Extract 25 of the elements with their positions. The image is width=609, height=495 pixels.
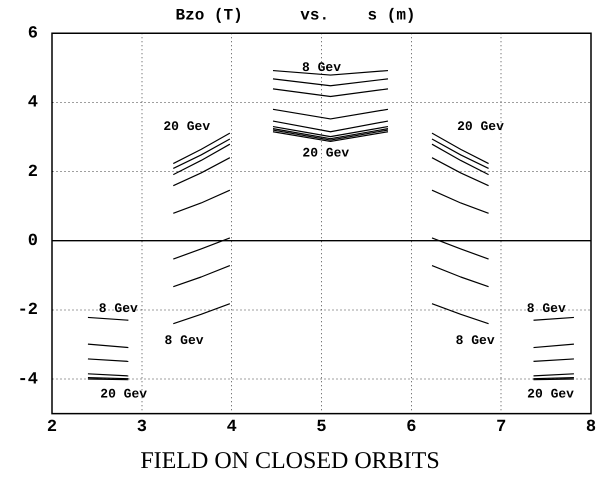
text: FIELD ON CLOSED ORBITS [139, 448, 441, 475]
x-tick-label: 5 [316, 418, 327, 438]
x-tick-label: 8 [586, 418, 596, 438]
annotation: 8 Gev [98, 300, 138, 316]
annotation: 20 Gev [457, 119, 504, 134]
x-tick-label: 4 [226, 418, 237, 438]
y-tick-label: 6 [28, 24, 38, 44]
x-tick-label: 7 [496, 418, 506, 438]
x-tick-label: 2 [46, 418, 58, 438]
annotation: 8 Gev [302, 60, 342, 76]
x-tick-label: 3 [136, 418, 147, 438]
annotation: 8 Gev [526, 300, 566, 316]
y-tick-label: 4 [28, 94, 38, 113]
chart-title: Bzo (T) vs. s (m) [175, 6, 416, 25]
annotation: 8 Gev [164, 332, 204, 348]
y-tick-label: 2 [28, 162, 38, 182]
annotation: 20 Gev [100, 386, 148, 402]
y-tick-label: -2 [18, 301, 38, 320]
annotation: 20 Gev [302, 145, 350, 160]
y-tick-label: 0 [28, 232, 38, 251]
annotation: 20 Gev [163, 119, 210, 134]
annotation: 20 Gev [527, 386, 574, 402]
x-tick-label: 6 [406, 418, 416, 438]
annotation: 8 Gev [456, 332, 495, 348]
y-tick-label: -4 [18, 370, 38, 390]
